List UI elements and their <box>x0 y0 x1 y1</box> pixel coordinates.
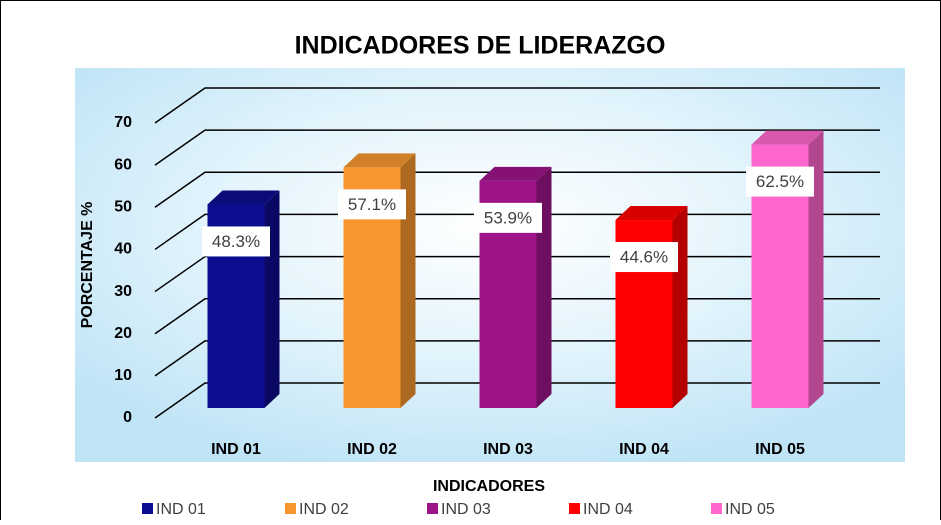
bar-top <box>751 130 824 145</box>
data-label-box <box>338 189 406 220</box>
legend-label: IND 05 <box>725 501 775 518</box>
x-tick-label: IND 02 <box>347 441 397 458</box>
grid-line <box>154 87 880 124</box>
legend-swatch <box>427 503 438 514</box>
legend-label: IND 01 <box>156 501 206 518</box>
y-tick-label: 60 <box>114 156 132 173</box>
grid-line <box>154 171 880 208</box>
data-label: 48.3% <box>212 232 260 251</box>
data-label-box <box>746 166 814 197</box>
x-tick-label: IND 01 <box>211 441 261 458</box>
legend-swatch <box>569 503 580 514</box>
data-label-box <box>474 202 542 233</box>
bar-side <box>808 130 824 408</box>
x-axis-title: INDICADORES <box>433 478 545 495</box>
legend-label: IND 04 <box>583 501 633 518</box>
y-tick-label: 30 <box>114 283 132 300</box>
x-tick-label: IND 04 <box>619 441 669 458</box>
x-tick-label: IND 03 <box>483 441 533 458</box>
bar-side <box>672 206 688 408</box>
y-tick-label: 10 <box>114 367 132 384</box>
bar-top <box>343 153 416 168</box>
y-tick-label: 70 <box>114 114 132 131</box>
chart-title: INDICADORES DE LIDERAZGO <box>295 32 666 60</box>
y-tick-label: 20 <box>114 325 132 342</box>
y-tick-label: 0 <box>123 409 132 426</box>
data-label-box <box>610 242 678 273</box>
data-label: 44.6% <box>620 248 668 267</box>
legend-label: IND 03 <box>441 501 491 518</box>
y-axis-title: PORCENTAJE % <box>79 202 96 329</box>
legend-swatch <box>711 503 722 514</box>
bar-top <box>479 166 552 181</box>
bar-top <box>207 190 280 205</box>
bar-top <box>615 206 688 221</box>
y-tick-label: 40 <box>114 241 132 258</box>
data-label: 62.5% <box>756 172 804 191</box>
data-label: 53.9% <box>484 208 532 227</box>
grid-line <box>154 129 880 166</box>
legend-swatch <box>142 503 153 514</box>
legend-label: IND 02 <box>299 501 349 518</box>
data-label-box <box>202 226 270 257</box>
data-label: 57.1% <box>348 195 396 214</box>
legend-swatch <box>285 503 296 514</box>
y-tick-label: 50 <box>114 199 132 216</box>
bar-side <box>264 190 280 408</box>
x-tick-label: IND 05 <box>755 441 805 458</box>
